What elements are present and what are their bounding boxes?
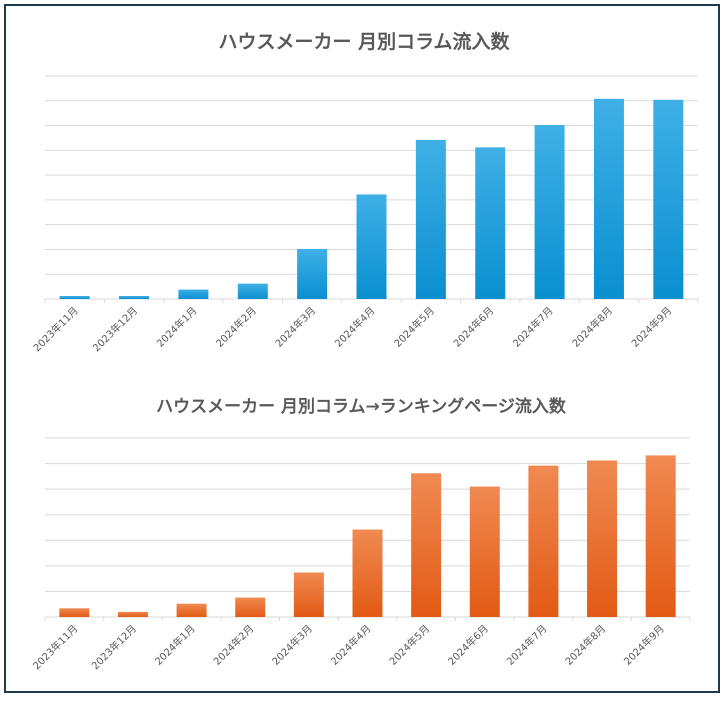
bar <box>237 283 268 299</box>
x-tick-label: 2024年9月 <box>621 622 667 668</box>
x-tick-label: 2024年4月 <box>332 304 378 350</box>
x-tick-label: 2024年5月 <box>391 304 437 350</box>
bar <box>352 529 383 617</box>
x-tick-label: 2024年5月 <box>386 622 432 668</box>
x-tick-label: 2024年2月 <box>213 304 259 350</box>
chart-2-title: ハウスメーカー 月別コラム→ランキングページ流入数 <box>156 396 567 417</box>
bar <box>534 125 565 299</box>
bar <box>59 296 90 299</box>
bar <box>411 473 442 617</box>
bar <box>528 465 559 617</box>
x-tick-label: 2024年1月 <box>152 622 198 668</box>
x-tick-label: 2023年11月 <box>30 622 80 672</box>
bar <box>297 248 328 299</box>
x-tick-label: 2024年3月 <box>272 304 318 350</box>
chart-1-title: ハウスメーカー 月別コラム流入数 <box>218 30 510 53</box>
bar <box>653 99 684 299</box>
x-tick-label: 2024年7月 <box>510 304 556 350</box>
bar <box>235 597 266 617</box>
x-tick-label: 2023年12月 <box>90 304 140 354</box>
bar <box>293 572 324 617</box>
x-tick-label: 2024年9月 <box>629 304 675 350</box>
bar <box>415 139 446 299</box>
bar <box>645 455 676 617</box>
bar <box>59 608 90 617</box>
bar <box>356 194 387 299</box>
chart-2-plot: 2023年11月 2023年12月 2024年1月 2024年2月 2024年3月 202… <box>30 437 691 672</box>
x-tick-label: 2024年7月 <box>504 622 550 668</box>
x-tick-label: 2024年3月 <box>269 622 315 668</box>
x-tick-label: 2024年8月 <box>562 622 608 668</box>
bar <box>176 603 207 617</box>
x-tick-label: 2024年6月 <box>445 622 491 668</box>
x-tick-label: 2024年1月 <box>154 304 200 350</box>
x-tick-label: 2024年2月 <box>211 622 257 668</box>
x-tick-label: 2023年12月 <box>89 622 139 672</box>
chart-1-plot: 2023年11月 2023年12月 2024年1月 2024年2月 2024年3月 202… <box>30 75 699 354</box>
bar <box>587 460 618 617</box>
x-tick-label: 2023年11月 <box>30 304 80 354</box>
bar <box>469 486 500 617</box>
x-tick-label: 2024年4月 <box>328 622 374 668</box>
bar <box>178 289 209 299</box>
bar <box>475 147 506 299</box>
bar <box>117 611 148 617</box>
x-tick-label: 2024年6月 <box>451 304 497 350</box>
x-tick-label: 2024年8月 <box>569 304 615 350</box>
bar <box>119 296 150 299</box>
bar <box>593 98 624 299</box>
